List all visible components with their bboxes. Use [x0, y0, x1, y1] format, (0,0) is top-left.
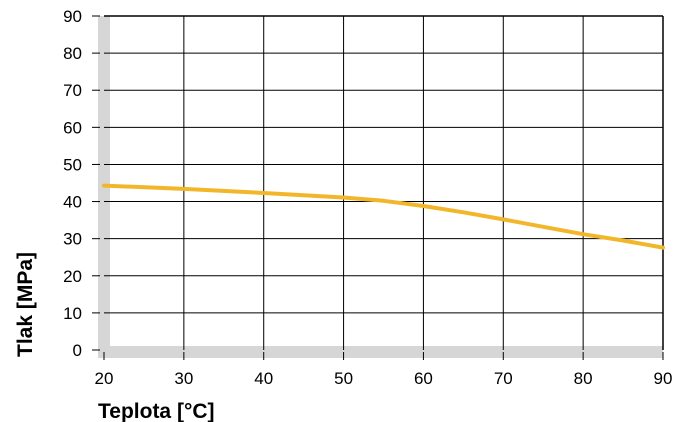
y-tick-label-80: 80 [63, 44, 82, 63]
x-tick-label-50: 50 [334, 369, 353, 388]
y-tick-labels: 0 10 20 30 40 50 60 70 80 90 [63, 7, 82, 360]
y-tick-label-10: 10 [63, 304, 82, 323]
x-tick-labels: 20 30 40 50 60 70 80 90 [95, 369, 673, 388]
y-tick-label-0: 0 [73, 341, 82, 360]
y-tick-label-70: 70 [63, 81, 82, 100]
y-axis-title: Tlak [MPa] [14, 252, 37, 357]
x-tick-label-40: 40 [254, 369, 273, 388]
x-tick-label-20: 20 [95, 369, 114, 388]
x-tick-label-70: 70 [494, 369, 513, 388]
series-line-0 [102, 183, 665, 250]
y-tick-label-30: 30 [63, 230, 82, 249]
x-tick-label-30: 30 [174, 369, 193, 388]
x-tick-label-60: 60 [414, 369, 433, 388]
y-tick-label-20: 20 [63, 267, 82, 286]
x-tick-label-90: 90 [654, 369, 673, 388]
y-tick-label-90: 90 [63, 7, 82, 26]
x-axis-title: Teplota [°C] [98, 400, 215, 422]
x-axis-band [98, 346, 663, 358]
y-tick-label-60: 60 [63, 118, 82, 137]
y-tick-label-40: 40 [63, 193, 82, 212]
x-tick-label-80: 80 [574, 369, 593, 388]
series-layer [102, 183, 665, 250]
y-tick-label-50: 50 [63, 155, 82, 174]
